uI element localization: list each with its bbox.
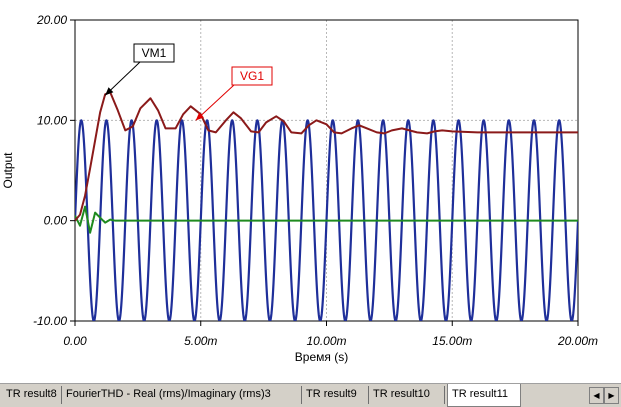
series-line-unnamed-2 <box>75 205 578 234</box>
x-tick-label: 15.00m <box>432 334 472 348</box>
annotation-arrow-line <box>104 61 141 96</box>
y-tick-label: 10.00 <box>37 113 67 127</box>
tab-tr-result11[interactable]: TR result11 <box>447 384 521 407</box>
annotation-label: VG1 <box>240 69 264 83</box>
annotation-arrowhead <box>195 112 204 121</box>
y-tick-label: 20.00 <box>36 13 67 27</box>
scroll-left-button[interactable]: ◀ <box>589 387 604 404</box>
y-axis-label: Output <box>1 152 15 189</box>
chart-area: 0.00 5.00m 10.00m 15.00m 20.00m -10.00 0.00 10.… <box>1 13 598 364</box>
annotation-arrow-line <box>195 84 235 121</box>
scroll-left-icon: ◀ <box>593 391 600 400</box>
annotation-box <box>231 66 273 86</box>
x-tick-label: 5.00m <box>184 334 217 348</box>
plot-background <box>75 20 578 321</box>
result-tab-bar: TR result8 FourierTHD - Real (rms)/Imagi… <box>0 383 621 407</box>
y-tick-label: 0.00 <box>44 214 68 228</box>
x-tick-label: 0.00 <box>63 334 87 348</box>
x-tick-label: 20.00m <box>557 334 598 348</box>
line-chart: 0.00 5.00m 10.00m 15.00m 20.00m -10.00 0.00 10.… <box>1 13 598 364</box>
x-axis-label: Время (s) <box>295 350 348 364</box>
annotation-arrowhead <box>105 87 114 96</box>
annotation-box <box>133 43 175 63</box>
scroll-right-button[interactable]: ▶ <box>604 387 619 404</box>
annotation-label: VM1 <box>142 46 167 60</box>
y-tick-label: -10.00 <box>33 314 67 328</box>
tab-tr-result10[interactable]: TR result10 <box>369 386 445 404</box>
tab-tr-result9[interactable]: TR result9 <box>302 386 369 404</box>
scroll-right-icon: ▶ <box>608 391 615 400</box>
series-line-vm1 <box>75 91 578 222</box>
tab-tr-result8[interactable]: TR result8 <box>2 386 62 404</box>
tab-fourier-thd[interactable]: FourierTHD - Real (rms)/Imaginary (rms)3 <box>62 386 302 404</box>
x-tick-label: 10.00m <box>306 334 346 348</box>
